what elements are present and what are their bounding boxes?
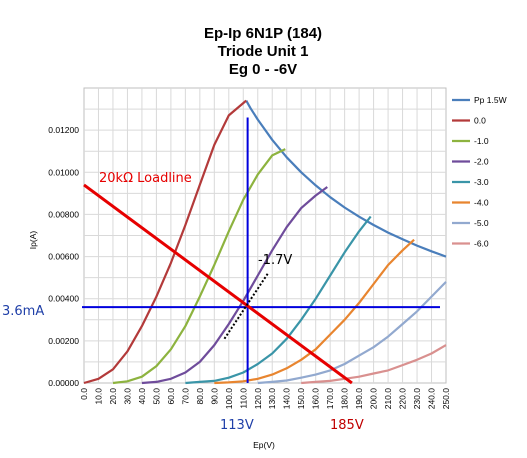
x-tick-label: 110.0 bbox=[238, 388, 248, 409]
y-tick-label: 0.00000 bbox=[48, 378, 79, 388]
chart-title-line-3: Eg 0 - -6V bbox=[229, 61, 297, 78]
x-tick-label: 120.0 bbox=[253, 388, 263, 410]
x-tick-label: 130.0 bbox=[267, 388, 277, 410]
legend: Pp 1.5W 0.0 -1.0 -2.0 -3.0 -4.0 -5.0 -6.0 bbox=[452, 95, 507, 249]
series-line bbox=[257, 281, 447, 385]
gridlines bbox=[84, 88, 446, 383]
legend-label: -2.0 bbox=[474, 157, 489, 167]
legend-label: Pp 1.5W bbox=[474, 95, 507, 105]
legend-label: -6.0 bbox=[474, 239, 489, 249]
x-tick-label: 230.0 bbox=[412, 388, 422, 410]
chart-title-line-1: Ep-Ip 6N1P (184) bbox=[204, 25, 322, 42]
x-tick-labels: 0.0 10.0 20.0 30.0 40.0 50.0 60.0 70.0 80.0 90.0 1… bbox=[79, 388, 451, 410]
x-tick-label: 220.0 bbox=[398, 388, 408, 410]
y-tick-label: 0.00800 bbox=[48, 209, 79, 219]
x-tick-label: 50.0 bbox=[151, 388, 161, 405]
x-tick-label: 250.0 bbox=[441, 388, 451, 410]
x-tick-label: 140.0 bbox=[282, 388, 292, 410]
legend-label: 0.0 bbox=[474, 116, 486, 126]
x-tick-label: 30.0 bbox=[122, 388, 132, 405]
x-tick-label: 200.0 bbox=[369, 388, 379, 410]
x-tick-label: 150.0 bbox=[296, 388, 306, 410]
bias-interpolation-line bbox=[223, 272, 269, 340]
series-line bbox=[141, 186, 328, 385]
y-tick-labels: 0.00000 0.00200 0.00400 0.00600 0.00800 0.010… bbox=[48, 125, 79, 388]
x-tick-label: 240.0 bbox=[427, 388, 437, 410]
x-tick-label: 80.0 bbox=[195, 388, 205, 405]
x-axis-label: Ep(V) bbox=[253, 440, 275, 450]
legend-label: -3.0 bbox=[474, 177, 489, 187]
x-tick-label: 90.0 bbox=[209, 388, 219, 405]
y-tick-label: 0.00200 bbox=[48, 336, 79, 346]
x-tick-label: 100.0 bbox=[224, 388, 234, 410]
x-tick-label: 40.0 bbox=[137, 388, 147, 405]
legend-label: -1.0 bbox=[474, 136, 489, 146]
current-label: 3.6mA bbox=[2, 304, 44, 319]
x-tick-label: 180.0 bbox=[340, 388, 350, 410]
x-tick-label: 190.0 bbox=[354, 388, 364, 410]
x-tick-label: 10.0 bbox=[93, 388, 103, 405]
y-tick-label: 0.01200 bbox=[48, 125, 79, 135]
y-axis-label: Ip(A) bbox=[28, 231, 38, 250]
loadline-label: 20kΩ Loadline bbox=[99, 171, 192, 186]
x-tick-label: 60.0 bbox=[166, 388, 176, 405]
x-tick-label: 210.0 bbox=[383, 388, 393, 410]
voltage-label: 113V bbox=[220, 418, 254, 433]
chart-title-line-2: Triode Unit 1 bbox=[218, 43, 309, 60]
series-line bbox=[185, 215, 372, 385]
legend-label: -4.0 bbox=[474, 198, 489, 208]
loadline bbox=[83, 183, 353, 385]
x-tick-label: 0.0 bbox=[79, 388, 89, 400]
x-tick-label: 170.0 bbox=[325, 388, 335, 410]
x-tick-label: 70.0 bbox=[180, 388, 190, 405]
bias-label: -1.7V bbox=[258, 253, 292, 268]
x-tick-label: 160.0 bbox=[311, 388, 321, 410]
legend-label: -5.0 bbox=[474, 218, 489, 228]
x-tick-label: 20.0 bbox=[108, 388, 118, 405]
series-line bbox=[301, 344, 447, 385]
annotation-layer bbox=[82, 117, 440, 385]
series-line bbox=[112, 148, 286, 385]
y-tick-label: 0.00600 bbox=[48, 252, 79, 262]
series-line bbox=[83, 99, 247, 385]
y-tick-label: 0.01000 bbox=[48, 167, 79, 177]
supply-label: 185V bbox=[330, 418, 364, 433]
y-tick-label: 0.00400 bbox=[48, 294, 79, 304]
